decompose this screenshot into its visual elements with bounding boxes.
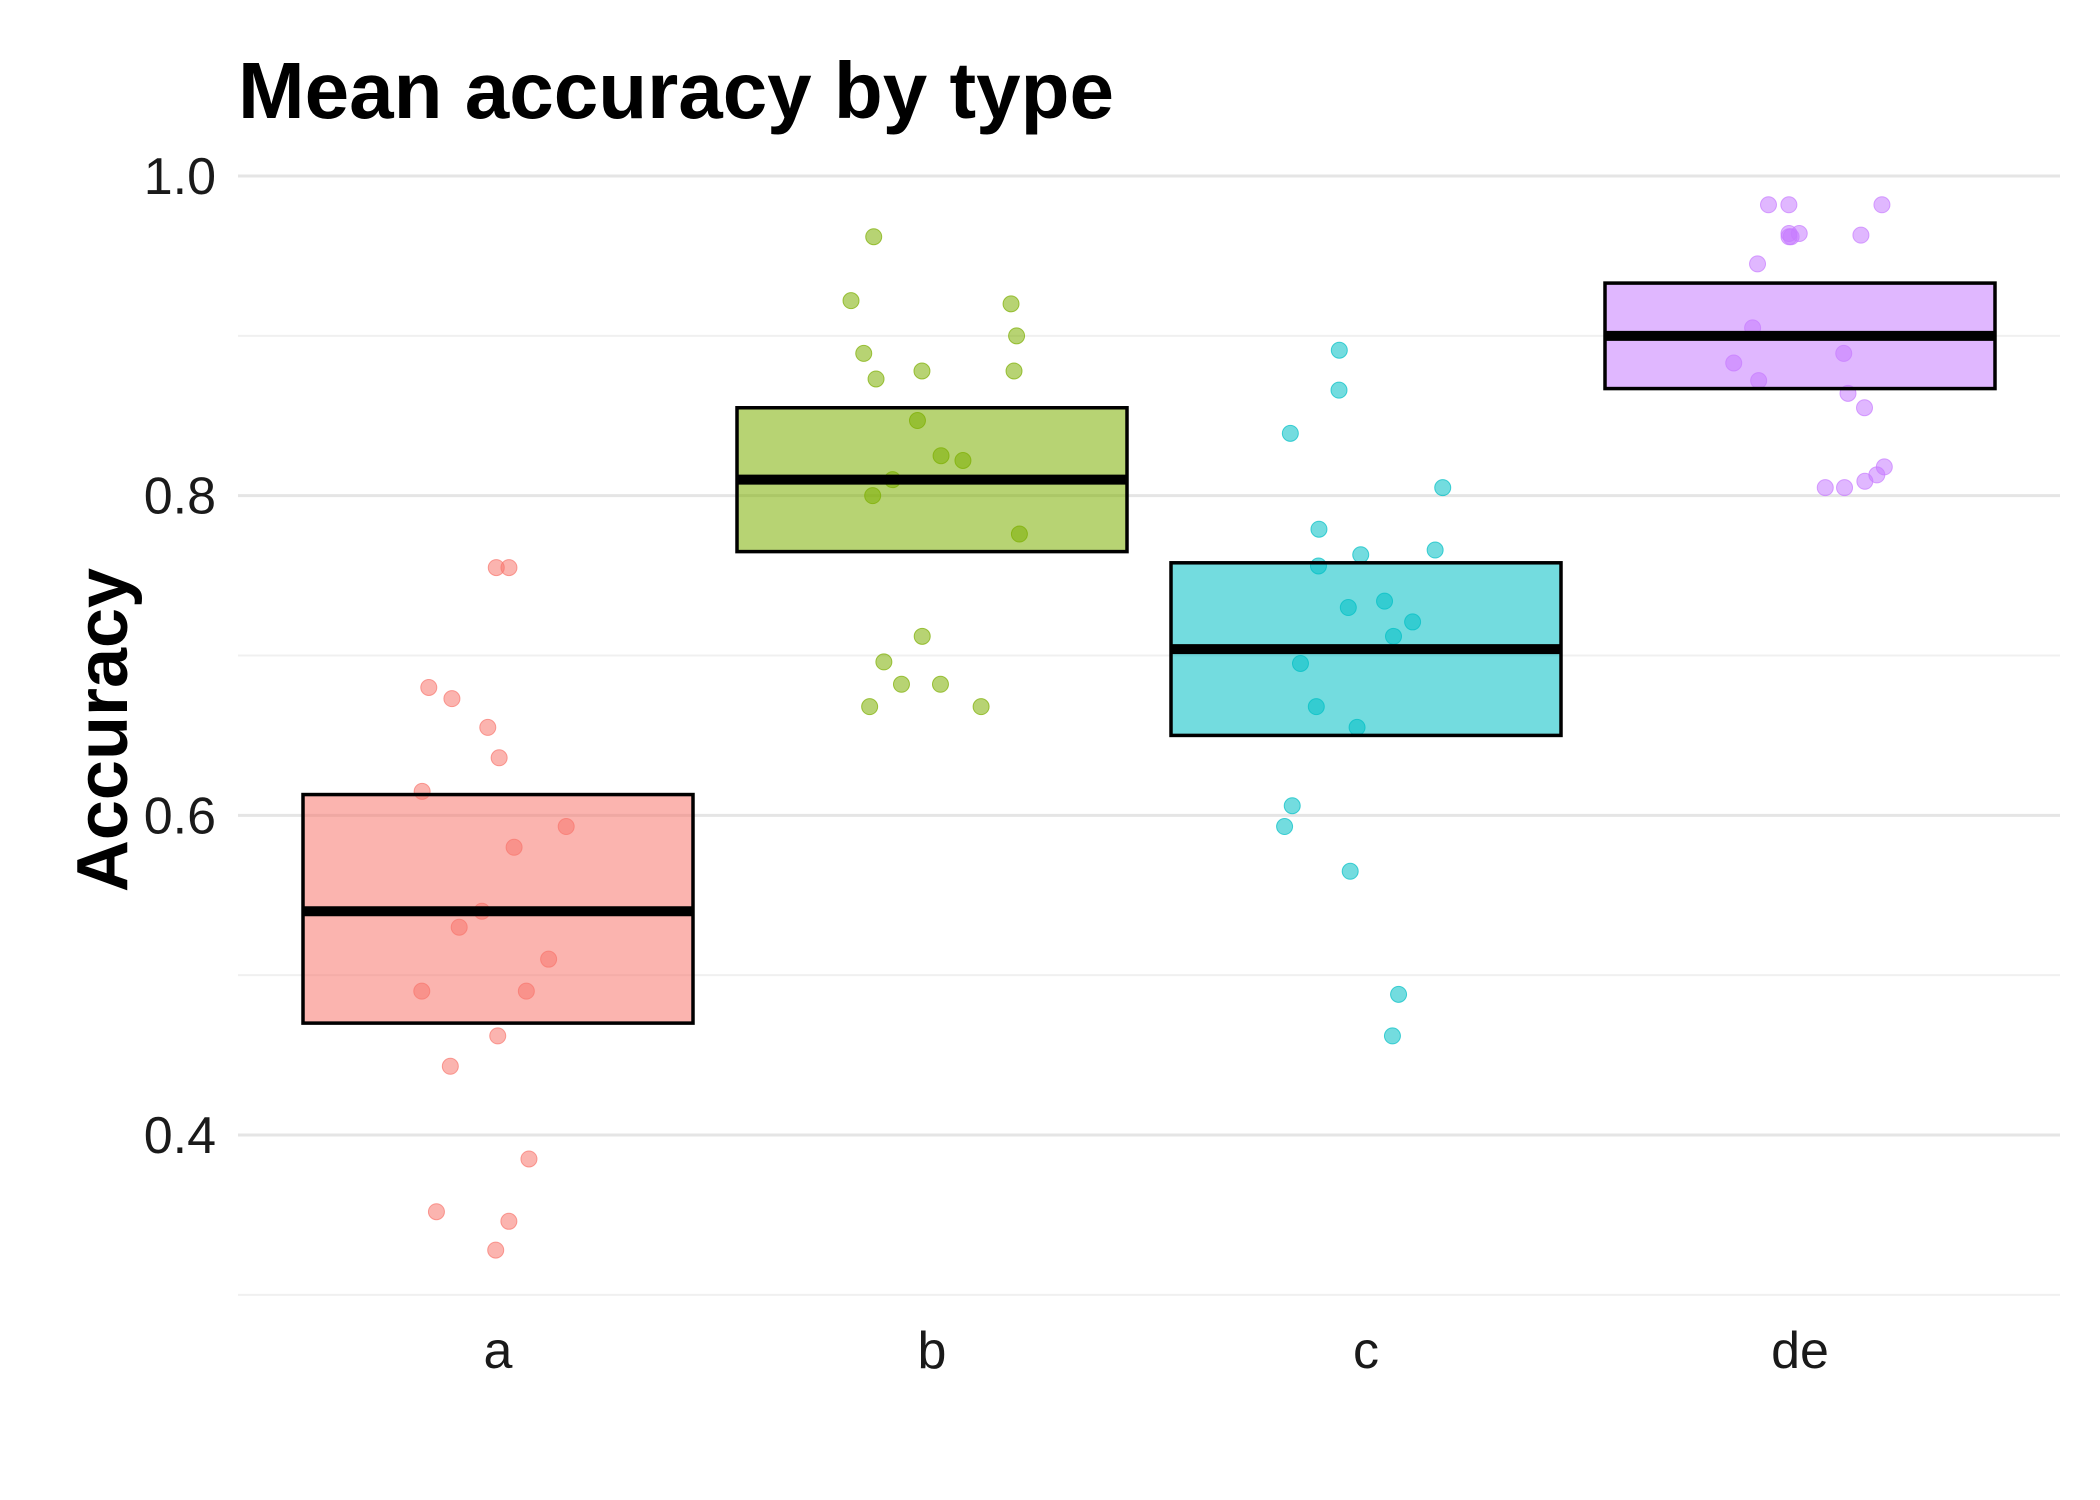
data-point <box>490 749 508 767</box>
y-axis-label: Accuracy <box>63 568 143 892</box>
data-point <box>1383 1027 1401 1045</box>
y-tick-labels: 0.4 0.6 0.8 1.0 <box>144 148 216 1165</box>
data-point <box>861 698 879 716</box>
data-point <box>443 690 461 708</box>
data-point <box>1310 520 1328 538</box>
y-tick-label: 0.6 <box>144 787 216 845</box>
data-point <box>1005 362 1023 380</box>
data-point <box>931 675 949 693</box>
data-point <box>1283 797 1301 815</box>
data-point <box>1281 424 1299 442</box>
data-point <box>1780 196 1798 214</box>
data-point <box>972 698 990 716</box>
x-tick-labels: a b c de <box>484 1322 1829 1380</box>
y-tick-label: 0.4 <box>144 1107 216 1165</box>
data-point <box>875 653 893 671</box>
data-point <box>427 1203 445 1221</box>
data-point <box>1852 226 1870 244</box>
crossbars <box>301 281 1997 1025</box>
x-tick-label: b <box>918 1322 947 1380</box>
data-point <box>487 1241 505 1259</box>
data-point <box>420 678 438 696</box>
data-point <box>1276 818 1294 836</box>
data-point <box>500 559 518 577</box>
data-point <box>855 344 873 362</box>
data-point <box>1330 381 1348 399</box>
data-point <box>1352 546 1370 564</box>
data-point <box>1008 327 1026 345</box>
data-point <box>479 718 497 736</box>
x-tick-label: de <box>1771 1322 1829 1380</box>
data-point <box>842 292 860 310</box>
data-point <box>1434 479 1452 497</box>
y-tick-label: 0.8 <box>144 468 216 526</box>
data-point <box>865 228 883 246</box>
y-tick-label: 1.0 <box>144 148 216 206</box>
data-point <box>500 1212 518 1230</box>
data-point <box>1002 295 1020 313</box>
data-point <box>913 362 931 380</box>
data-point <box>520 1150 538 1168</box>
chart-title: Mean accuracy by type <box>238 46 1114 135</box>
data-point <box>1330 341 1348 359</box>
data-point <box>1856 472 1874 490</box>
data-point <box>1816 479 1834 497</box>
data-point <box>1780 228 1798 246</box>
data-point <box>1749 255 1767 273</box>
x-tick-label: c <box>1353 1322 1379 1380</box>
data-point <box>1341 862 1359 880</box>
data-point <box>1873 196 1891 214</box>
x-tick-label: a <box>484 1322 513 1380</box>
data-point <box>892 675 910 693</box>
data-point <box>1856 399 1874 417</box>
data-point <box>867 370 885 388</box>
data-point <box>441 1057 459 1075</box>
data-point <box>1390 985 1408 1003</box>
data-point <box>1836 479 1854 497</box>
data-point <box>913 627 931 645</box>
data-point <box>1426 541 1444 559</box>
data-point <box>1759 196 1777 214</box>
data-point <box>489 1027 507 1045</box>
